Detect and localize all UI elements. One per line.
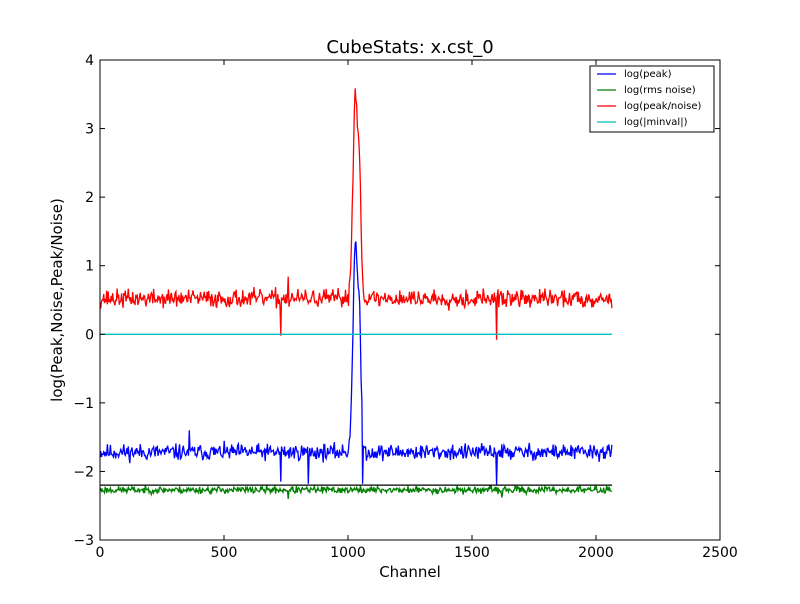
y-tick-label: 1	[85, 259, 94, 275]
series-line-0	[99, 241, 613, 486]
x-tick-label: 1500	[454, 545, 490, 561]
x-tick-label: 1000	[330, 545, 366, 561]
chart-title: CubeStats: x.cst_0	[326, 37, 493, 58]
series-line-1	[99, 484, 613, 499]
x-tick-label: 2500	[702, 545, 738, 561]
y-tick-label: −1	[73, 396, 94, 412]
y-tick-label: 0	[85, 327, 94, 343]
y-tick-label: 3	[85, 122, 94, 138]
plot-frame	[99, 59, 721, 541]
x-axis-label: Channel	[379, 563, 441, 581]
legend-label-rms-noise: log(rms noise)	[624, 85, 696, 96]
x-tick-label: 0	[96, 545, 105, 561]
legend-label-minval: log(|minval|)	[624, 117, 688, 128]
legend-label-peak: log(peak)	[624, 69, 672, 80]
legend-label-peak-noise: log(peak/noise)	[624, 101, 702, 112]
x-tick-label: 2000	[578, 545, 614, 561]
y-tick-label: 2	[85, 190, 94, 206]
x-tick-label: 500	[211, 545, 238, 561]
y-axis-label: log(Peak,Noise,Peak/Noise)	[48, 198, 66, 402]
series-layer	[99, 88, 613, 499]
ticks-layer: 0 500 1000 1500 2000 2500 −3 −2 −1 0 1 2 3 4	[73, 53, 737, 561]
y-tick-label: −3	[73, 533, 94, 549]
legend-box	[589, 65, 715, 133]
y-tick-label: 4	[85, 53, 94, 69]
plot-area: 0 500 1000 1500 2000 2500 −3 −2 −1 0 1 2 3 4	[73, 53, 737, 561]
y-tick-label: −2	[73, 464, 94, 480]
series-line-2	[99, 88, 613, 340]
legend: log(peak) log(rms noise) log(peak/noise)…	[589, 65, 715, 133]
